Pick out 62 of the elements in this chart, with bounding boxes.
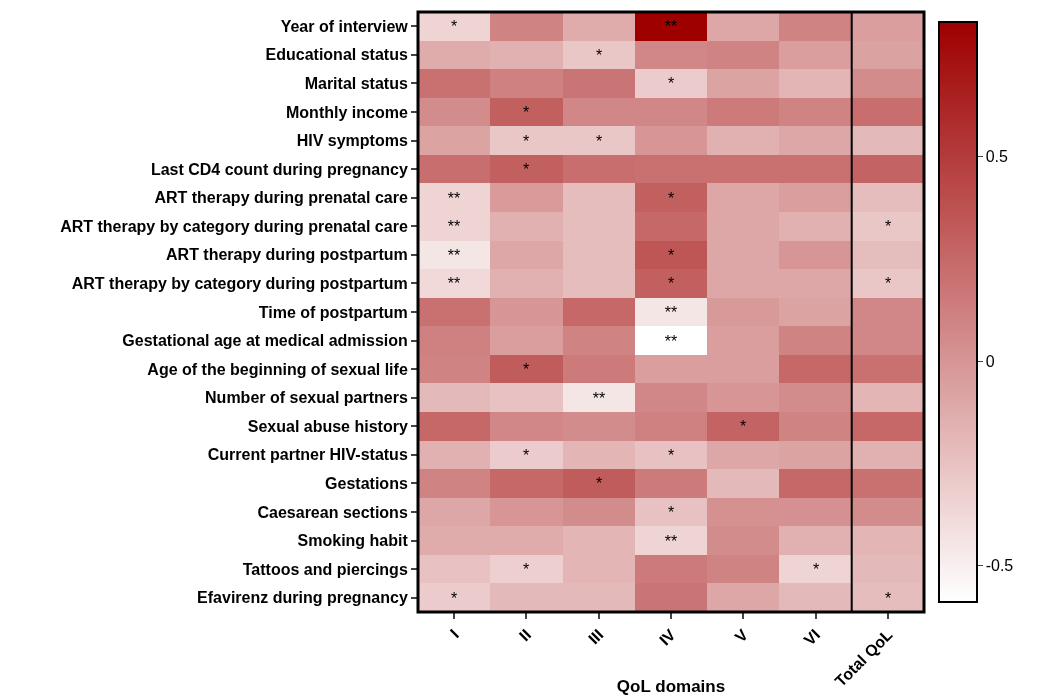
- data-label: **: [664, 303, 678, 321]
- y-tick-label: Age of the beginning of sexual life: [147, 360, 408, 378]
- y-tick-label: Number of sexual partners: [205, 389, 408, 407]
- data-label: *: [450, 589, 458, 607]
- data-label: *: [884, 274, 892, 292]
- y-tick-label: Caesarean sections: [257, 503, 408, 521]
- y-tick-label: ART therapy by category during postpartum: [71, 275, 408, 293]
- data-label: *: [522, 446, 530, 464]
- y-tick-label: Time of postpartum: [258, 303, 408, 321]
- data-label: *: [667, 503, 675, 521]
- data-label: *: [522, 132, 530, 150]
- data-label: *: [522, 360, 530, 378]
- color-bar-label: 0.5: [985, 148, 1009, 166]
- y-tick-label: Year of interview: [280, 17, 409, 35]
- data-label: *: [522, 560, 530, 578]
- data-label: **: [664, 332, 678, 350]
- y-tick-label: Efavirenz during pregnancy: [197, 589, 408, 607]
- y-tick-label: HIV symptoms: [296, 132, 408, 150]
- data-label: **: [447, 217, 461, 235]
- data-label: *: [595, 46, 603, 64]
- data-label: **: [447, 274, 461, 292]
- data-label: *: [884, 217, 892, 235]
- y-tick-label: Current partner HIV-status: [207, 446, 408, 464]
- data-label: **: [447, 189, 461, 207]
- y-tick-label: Sexual abuse history: [247, 417, 408, 435]
- x-tick-label: IV: [656, 625, 679, 649]
- data-label: **: [592, 389, 606, 407]
- x-tick-label: II: [515, 625, 535, 645]
- data-label: *: [812, 560, 820, 578]
- y-tick-label: Monthly income: [286, 103, 408, 121]
- y-tick-label: Gestations: [325, 475, 408, 493]
- data-label: *: [522, 160, 530, 178]
- x-tick-label: III: [585, 625, 607, 648]
- y-tick-label: Tattoos and piercings: [242, 560, 408, 578]
- data-label: *: [450, 17, 458, 35]
- data-label: **: [664, 532, 678, 550]
- color-bar-label: -0.5: [985, 556, 1014, 574]
- x-tick-label: V: [731, 625, 752, 646]
- data-label: *: [739, 417, 747, 435]
- y-tick-label: Last CD4 count during pregnancy: [150, 160, 408, 178]
- color-bar-label: 0: [985, 352, 995, 370]
- data-label: *: [595, 132, 603, 150]
- y-tick-label: ART therapy by category during prenatal care: [60, 217, 408, 235]
- y-tick-label: ART therapy during postpartum: [166, 246, 408, 264]
- data-label: *: [522, 103, 530, 121]
- y-tick-label: ART therapy during prenatal care: [154, 189, 408, 207]
- x-tick-label: I: [446, 625, 462, 642]
- data-label: **: [447, 246, 461, 264]
- y-tick-label: Gestational age at medical admission: [122, 332, 408, 350]
- y-tick-label: Educational status: [265, 46, 408, 64]
- data-label: *: [667, 246, 675, 264]
- data-label: *: [884, 589, 892, 607]
- x-tick-label: VI: [800, 625, 824, 649]
- data-label: *: [667, 446, 675, 464]
- data-label: *: [667, 274, 675, 292]
- data-label: **: [664, 17, 678, 35]
- data-label: *: [667, 189, 675, 207]
- y-tick-label: Marital status: [304, 75, 408, 93]
- y-tick-label: Smoking habit: [297, 532, 409, 550]
- data-label: *: [595, 474, 603, 492]
- x-axis-title: QoL domains: [616, 677, 726, 696]
- data-label: *: [667, 74, 675, 92]
